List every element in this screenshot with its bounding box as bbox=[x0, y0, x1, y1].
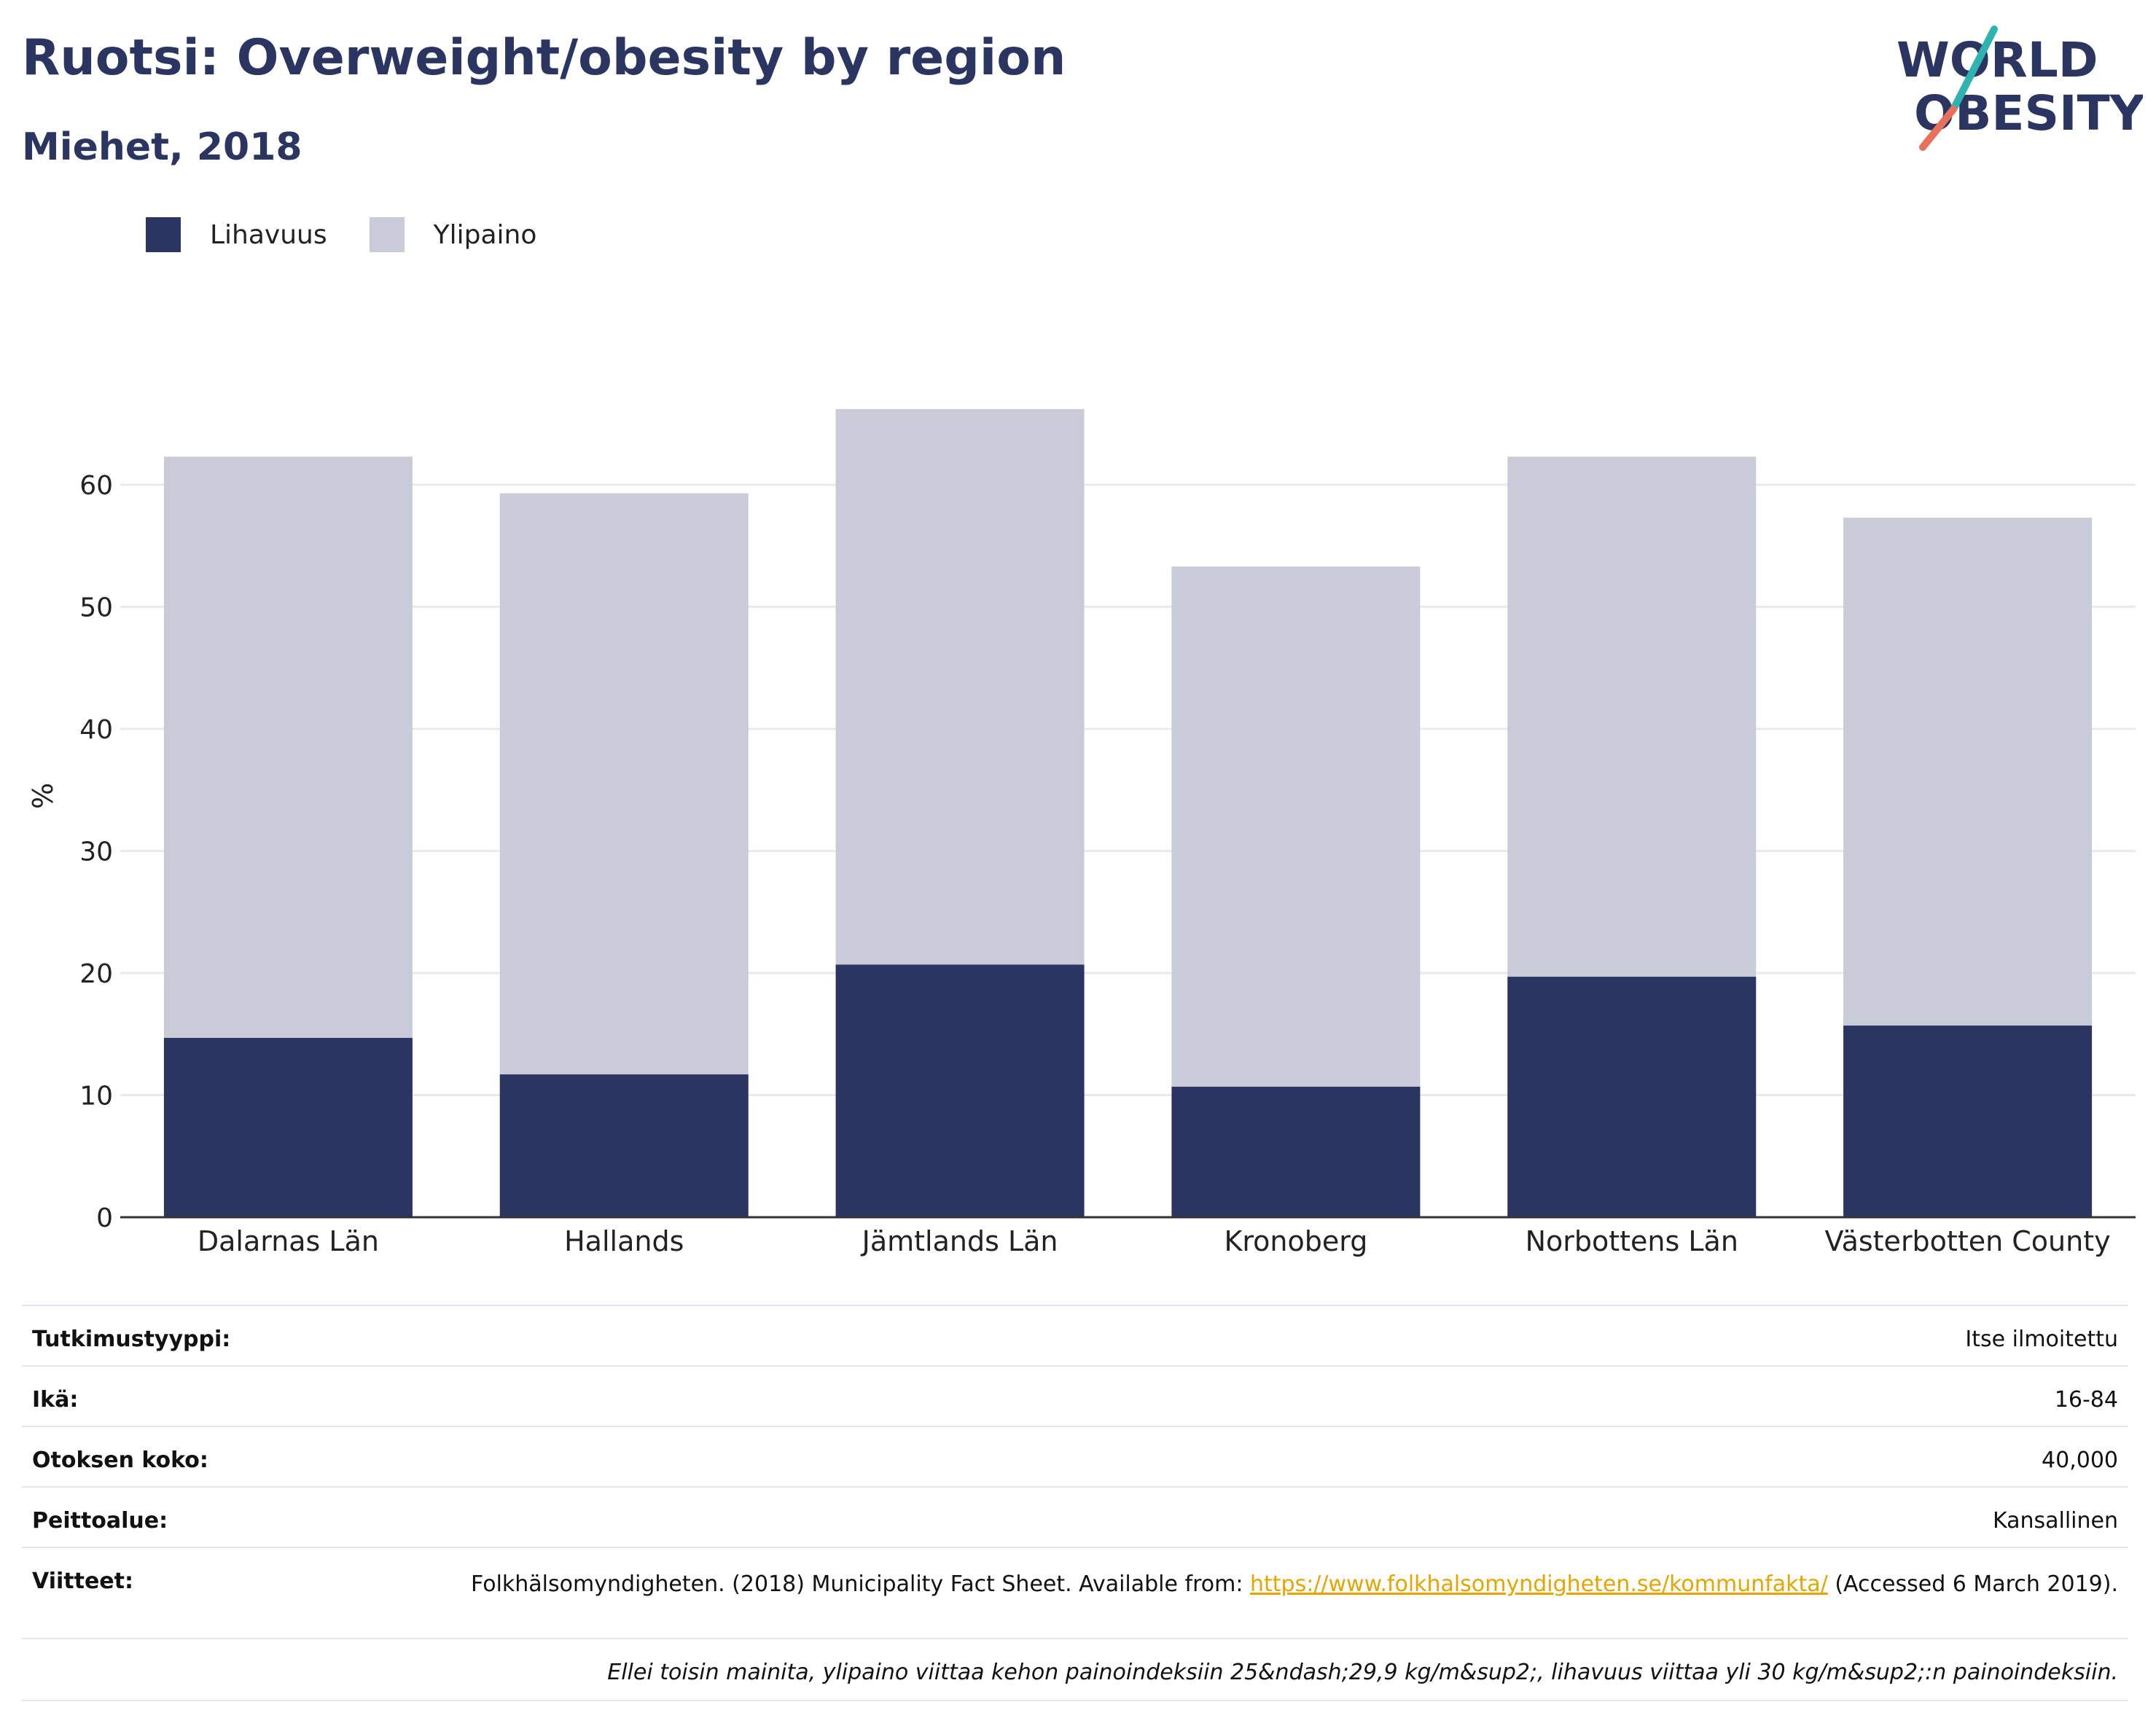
bar-obesity-4 bbox=[1507, 977, 1757, 1217]
bar-overweight-4 bbox=[1507, 456, 1757, 977]
bar-overweight-1 bbox=[499, 493, 749, 1075]
world-obesity-logo: WORLD OBESITY bbox=[1897, 26, 2143, 151]
y-tick-label-50: 50 bbox=[79, 593, 113, 623]
info-row-coverage: Peittoalue: Kansallinen bbox=[22, 1486, 2128, 1547]
chart-title: Ruotsi: Overweight/obesity by region bbox=[22, 29, 1066, 87]
references-label: Viitteet: bbox=[32, 1569, 133, 1594]
legend-item-obesity[interactable]: Lihavuus bbox=[146, 217, 327, 252]
y-tick-label-60: 60 bbox=[79, 471, 113, 501]
logo-slash-teal bbox=[1950, 26, 1998, 113]
y-tick-label-30: 30 bbox=[79, 837, 113, 867]
bar-overweight-5 bbox=[1843, 518, 2093, 1026]
legend-label-obesity: Lihavuus bbox=[210, 219, 327, 250]
sample-size-label: Otoksen koko: bbox=[32, 1448, 208, 1473]
bar-overweight-3 bbox=[1171, 566, 1421, 1087]
bar-overweight-0 bbox=[163, 456, 413, 1038]
coverage-label: Peittoalue: bbox=[32, 1508, 168, 1534]
info-row-study-type: Tutkimustyyppi: Itse ilmoitettu bbox=[22, 1305, 2128, 1365]
legend-swatch-obesity bbox=[146, 217, 181, 252]
logo-line1: WORLD bbox=[1897, 32, 2098, 88]
logo-slash-coral bbox=[1919, 106, 1957, 151]
references-value: Folkhälsomyndigheten. (2018) Municipalit… bbox=[442, 1569, 2118, 1601]
chart-subtitle: Miehet, 2018 bbox=[22, 125, 302, 169]
study-type-value: Itse ilmoitettu bbox=[1965, 1327, 2118, 1352]
references-text-before: Folkhälsomyndigheten. (2018) Municipalit… bbox=[471, 1571, 1250, 1597]
x-category-label-0: Dalarnas Län bbox=[198, 1225, 379, 1257]
definition-note: Ellei toisin mainita, ylipaino viittaa k… bbox=[607, 1660, 2118, 1685]
sample-size-value: 40,000 bbox=[2042, 1448, 2118, 1473]
y-tick-label-10: 10 bbox=[79, 1082, 113, 1112]
bar-obesity-5 bbox=[1843, 1026, 2093, 1217]
bar-overweight-2 bbox=[835, 409, 1085, 965]
references-text-after: (Accessed 6 March 2019). bbox=[1827, 1571, 2118, 1597]
stacked-bar-chart: % 0 10 20 30 40 50 60 Dalarnas Län Hallands Jämtl… bbox=[27, 409, 2136, 1257]
x-category-label-4: Norbottens Län bbox=[1526, 1225, 1738, 1257]
bar-obesity-1 bbox=[499, 1074, 749, 1217]
legend-swatch-overweight bbox=[369, 217, 405, 252]
bar-obesity-3 bbox=[1171, 1086, 1421, 1217]
info-row-age: Ikä: 16-84 bbox=[22, 1365, 2128, 1426]
bar-obesity-0 bbox=[163, 1037, 413, 1217]
info-row-references: Viitteet: Folkhälsomyndigheten. (2018) M… bbox=[22, 1547, 2128, 1638]
info-row-sample-size: Otoksen koko: 40,000 bbox=[22, 1426, 2128, 1486]
x-category-label-1: Hallands bbox=[564, 1225, 684, 1257]
references-link[interactable]: https://www.folkhalsomyndigheten.se/komm… bbox=[1249, 1571, 1828, 1597]
y-tick-label-20: 20 bbox=[79, 959, 113, 989]
bar-obesity-2 bbox=[835, 964, 1085, 1217]
y-tick-label-0: 0 bbox=[96, 1203, 113, 1233]
study-type-label: Tutkimustyyppi: bbox=[32, 1327, 231, 1352]
info-table-bottom-border bbox=[22, 1700, 2128, 1701]
chart-legend: Lihavuus Ylipaino bbox=[146, 217, 579, 252]
age-value: 16-84 bbox=[2054, 1387, 2118, 1413]
age-label: Ikä: bbox=[32, 1387, 79, 1413]
legend-label-overweight: Ylipaino bbox=[433, 219, 537, 250]
coverage-value: Kansallinen bbox=[1992, 1508, 2118, 1534]
x-category-label-5: Västerbotten County bbox=[1825, 1225, 2111, 1257]
y-axis-title: % bbox=[27, 783, 59, 809]
x-category-label-3: Kronoberg bbox=[1224, 1225, 1367, 1257]
legend-item-overweight[interactable]: Ylipaino bbox=[369, 217, 537, 252]
y-tick-label-40: 40 bbox=[79, 715, 113, 745]
study-info-table: Tutkimustyyppi: Itse ilmoitettu Ikä: 16-… bbox=[22, 1305, 2128, 1701]
info-row-note: Ellei toisin mainita, ylipaino viittaa k… bbox=[22, 1638, 2128, 1700]
x-category-label-2: Jämtlands Län bbox=[861, 1225, 1058, 1257]
